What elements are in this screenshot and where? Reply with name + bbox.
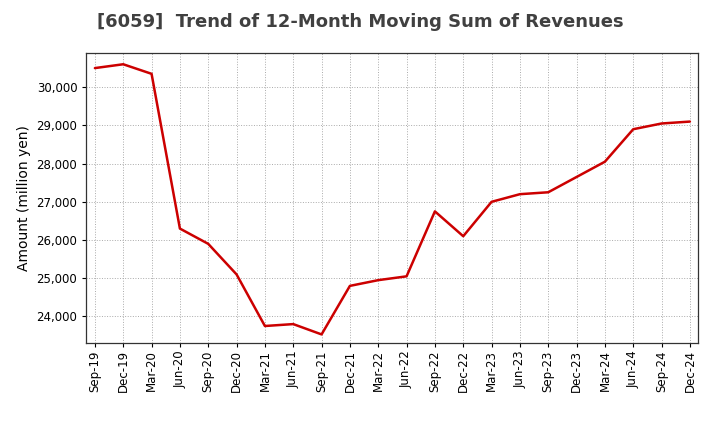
Text: [6059]  Trend of 12-Month Moving Sum of Revenues: [6059] Trend of 12-Month Moving Sum of R… [96, 13, 624, 31]
Y-axis label: Amount (million yen): Amount (million yen) [17, 125, 31, 271]
